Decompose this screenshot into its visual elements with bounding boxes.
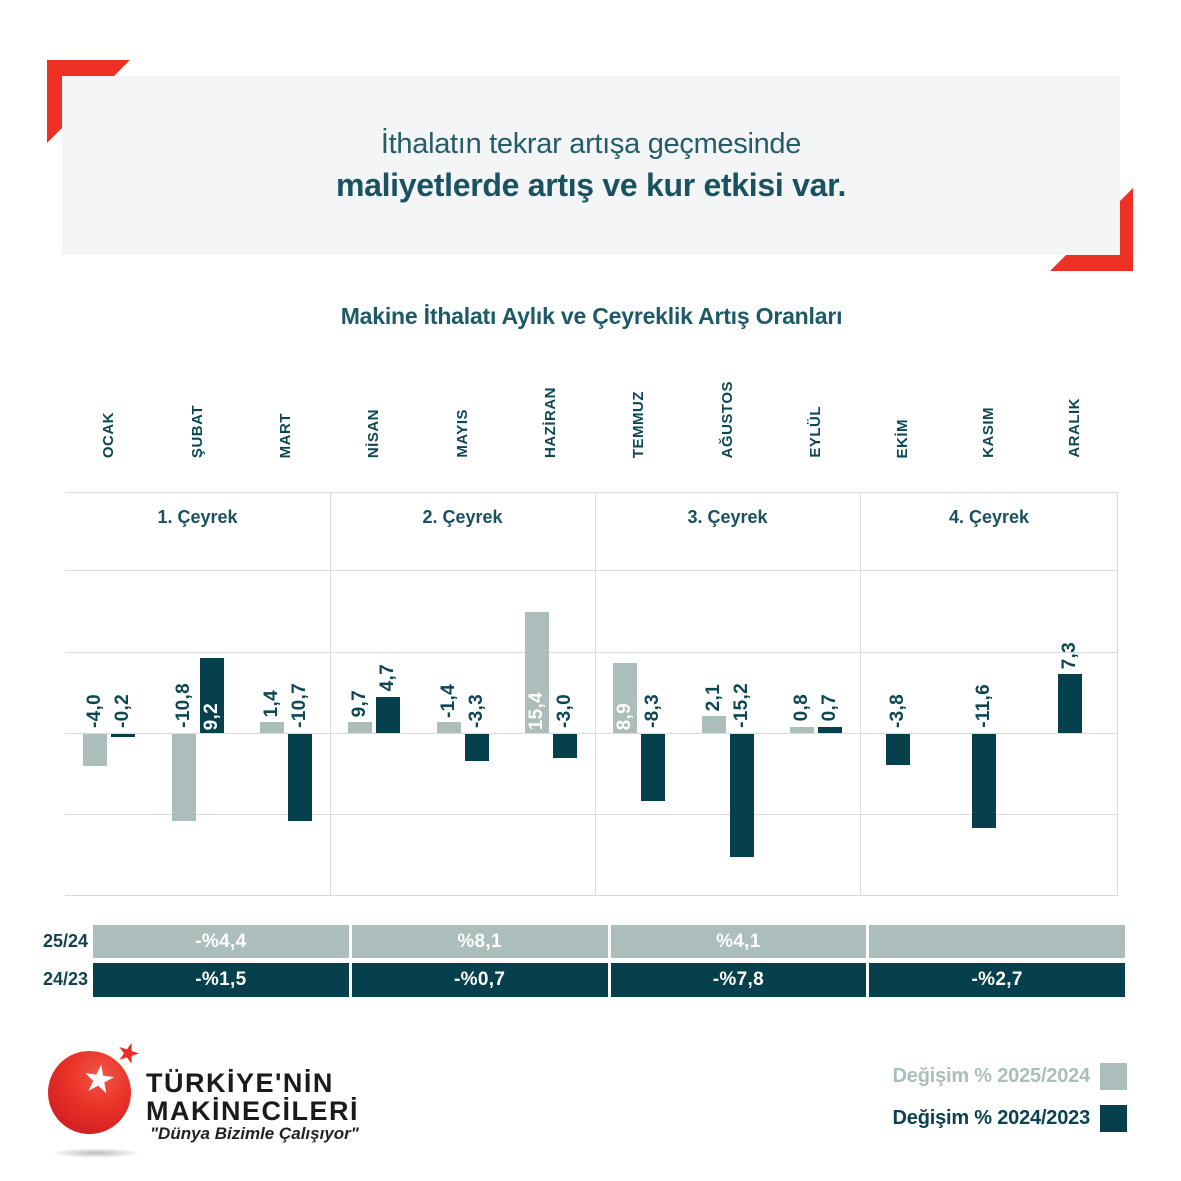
headline-line2: maliyetlerde artış ve kur etkisi var. bbox=[335, 166, 847, 203]
month-label: ARALIK bbox=[1066, 398, 1083, 458]
bar-gray-şubat bbox=[171, 734, 196, 822]
bar-value-label: 0,7 bbox=[818, 694, 840, 722]
small-red-star-icon: ★ bbox=[112, 1035, 145, 1072]
gridline-horizontal bbox=[65, 814, 1118, 815]
legend-swatch-dark bbox=[1100, 1105, 1127, 1132]
bar-value-label: -1,4 bbox=[437, 683, 459, 718]
month-label: AĞUSTOS bbox=[718, 380, 736, 458]
month-label: NİSAN bbox=[365, 408, 383, 458]
legend-label: Değişim % 2024/2023 bbox=[892, 1107, 1091, 1129]
summary-row-label: 25/24 bbox=[42, 930, 88, 951]
bar-value-label: 8,9 bbox=[614, 702, 636, 730]
quarter-label: 2. Çeyrek bbox=[422, 507, 503, 527]
bar-value-label: 0,8 bbox=[790, 694, 812, 722]
bar-value-label: -0,2 bbox=[112, 694, 134, 728]
bar-dark-kasim bbox=[972, 734, 996, 828]
chart-legend: Değişim % 2025/2024 Değişim % 2024/2023 bbox=[893, 1063, 1127, 1132]
bar-dark-eylül bbox=[817, 726, 842, 733]
month-label: MART bbox=[276, 412, 294, 458]
quarter-divider bbox=[595, 492, 596, 895]
quarter-label: 1. Çeyrek bbox=[157, 507, 238, 527]
headline-line1: İthalatın tekrar artışa geçmesinde bbox=[380, 127, 802, 160]
bar-value-label: 1,4 bbox=[260, 690, 282, 718]
bar-dark-mayis bbox=[464, 734, 489, 761]
month-label: HAZİRAN bbox=[541, 387, 559, 458]
bar-dark-ni̇san bbox=[376, 696, 401, 733]
summary-cell: -%1,5 bbox=[93, 963, 349, 997]
summary-cell: %8,1 bbox=[351, 925, 608, 958]
bar-gray-mart bbox=[259, 722, 284, 733]
bar-value-label: -8,3 bbox=[642, 694, 664, 728]
gridline-horizontal bbox=[65, 570, 1118, 571]
summary-cell: -%4,4 bbox=[93, 925, 349, 958]
chart-title: Makine İthalatı Aylık ve Çeyreklik Artış… bbox=[340, 303, 843, 329]
month-label: TEMMUZ bbox=[630, 390, 648, 458]
legend-item-2024-2023: Değişim % 2024/2023 bbox=[893, 1105, 1127, 1132]
summary-cell: -%0,7 bbox=[351, 963, 608, 997]
quarter-divider bbox=[860, 492, 861, 895]
bar-dark-aralik bbox=[1058, 673, 1082, 733]
bar-dark-hazi̇ran bbox=[552, 734, 577, 759]
logo-shadow bbox=[50, 1148, 142, 1158]
bar-gray-hazi̇ran bbox=[524, 611, 549, 733]
legend-swatch-gray bbox=[1100, 1063, 1127, 1090]
gridline-horizontal bbox=[65, 895, 1118, 896]
bar-value-label: -10,8 bbox=[172, 683, 194, 728]
bar-dark-ağustos bbox=[729, 734, 754, 858]
bar-dark-mart bbox=[287, 734, 312, 821]
bar-gray-eylül bbox=[789, 726, 814, 733]
bar-gray-temmuz bbox=[613, 662, 638, 733]
summary-cell bbox=[869, 925, 1125, 958]
gridline-horizontal bbox=[65, 492, 1118, 493]
bar-value-label: -11,6 bbox=[973, 684, 994, 728]
bar-value-label: -4,0 bbox=[84, 694, 106, 728]
bar-dark-ocak bbox=[111, 734, 136, 738]
logo-ball-icon bbox=[48, 1051, 131, 1134]
logo-brand-line2: MAKİNECİLERİ bbox=[146, 1096, 359, 1126]
month-label: EKİM bbox=[894, 418, 911, 459]
bar-value-label: -10,7 bbox=[288, 683, 310, 728]
quarter-label: 3. Çeyrek bbox=[687, 507, 768, 527]
bar-value-label: 15,4 bbox=[525, 691, 547, 730]
bar-value-label: -3,0 bbox=[553, 694, 575, 728]
month-label: KASIM bbox=[980, 407, 997, 458]
month-label: EYLÜL bbox=[806, 406, 824, 458]
bar-value-label: -3,8 bbox=[887, 694, 908, 728]
gridline-horizontal bbox=[65, 652, 1118, 653]
summary-cell: -%7,8 bbox=[610, 963, 867, 997]
quarter-divider bbox=[1117, 492, 1118, 895]
bar-dark-temmuz bbox=[641, 734, 666, 802]
quarter-label: 4. Çeyrek bbox=[948, 507, 1030, 527]
gridline-horizontal bbox=[65, 733, 1118, 734]
bar-value-label: -15,2 bbox=[730, 683, 752, 728]
month-label: ŞUBAT bbox=[188, 404, 206, 458]
legend-label: Değişim % 2025/2024 bbox=[892, 1065, 1091, 1087]
summary-cell: %4,1 bbox=[610, 925, 867, 958]
header-box: İthalatın tekrar artışa geçmesinde maliy… bbox=[62, 76, 1120, 255]
white-star-icon: ★ bbox=[79, 1056, 119, 1104]
logo-brand-line1: TÜRKİYE'NİN bbox=[146, 1068, 334, 1098]
bar-value-label: 9,2 bbox=[200, 702, 222, 730]
legend-item-2025-2024: Değişim % 2025/2024 bbox=[893, 1063, 1127, 1090]
bar-gray-ağustos bbox=[701, 715, 726, 733]
bar-value-label: 9,7 bbox=[349, 690, 371, 718]
bar-gray-ni̇san bbox=[348, 722, 373, 733]
bar-dark-eki̇m bbox=[886, 734, 910, 765]
bar-value-label: 4,7 bbox=[377, 664, 399, 692]
month-label: OCAK bbox=[100, 411, 118, 458]
bar-value-label: -3,3 bbox=[465, 694, 487, 728]
bar-gray-mayis bbox=[436, 722, 461, 733]
month-label: MAYIS bbox=[453, 409, 471, 458]
summary-cell: -%2,7 bbox=[869, 963, 1125, 997]
logo-tagline: "Dünya Bizimle Çalışıyor" bbox=[150, 1124, 359, 1143]
bar-dark-şubat bbox=[199, 658, 224, 733]
summary-row-label: 24/23 bbox=[42, 969, 88, 989]
quarter-divider bbox=[330, 492, 331, 895]
bar-gray-ocak bbox=[83, 734, 108, 766]
bar-value-label: 2,1 bbox=[702, 683, 724, 711]
bar-value-label: 7,3 bbox=[1059, 641, 1080, 669]
